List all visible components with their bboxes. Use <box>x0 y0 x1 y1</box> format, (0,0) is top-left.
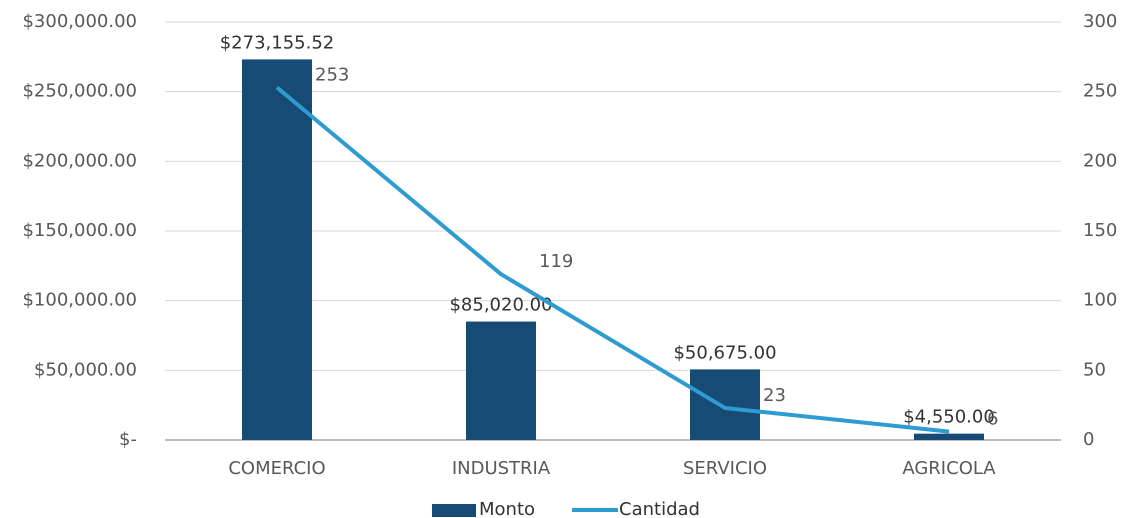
y-tick-label: $150,000.00 <box>22 220 137 241</box>
data-label: 253 <box>315 64 349 85</box>
legend-label: Cantidad <box>619 499 700 518</box>
x-tick-label: COMERCIO <box>228 458 325 479</box>
x-tick-label: SERVICIO <box>683 458 767 479</box>
y2-tick-label: 200 <box>1083 150 1117 171</box>
data-label: $85,020.00 <box>449 295 552 316</box>
y2-tick-label: 50 <box>1083 359 1106 380</box>
y2-tick-label: 250 <box>1083 81 1117 102</box>
data-label: $273,155.52 <box>220 32 335 53</box>
line <box>275 85 950 434</box>
y2-tick-label: 0 <box>1083 429 1094 450</box>
data-label: 6 <box>987 409 998 430</box>
y-tick-label: $100,000.00 <box>22 290 137 311</box>
x-tick-label: INDUSTRIA <box>452 458 551 479</box>
x-tick-label: AGRICOLA <box>902 458 996 479</box>
bar <box>690 369 760 440</box>
y-tick-label: $200,000.00 <box>22 150 137 171</box>
y-tick-label: $300,000.00 <box>22 11 137 32</box>
bar <box>466 321 536 440</box>
y-tick-label: $50,000.00 <box>34 359 137 380</box>
y2-tick-label: 150 <box>1083 220 1117 241</box>
data-label: $50,675.00 <box>673 342 776 363</box>
y-tick-label: $250,000.00 <box>22 81 137 102</box>
y2-tick-label: 300 <box>1083 11 1117 32</box>
bar <box>242 59 312 440</box>
bar <box>914 433 984 440</box>
legend-swatch <box>432 504 476 517</box>
legend-label: Monto <box>479 499 535 518</box>
y-tick-label: $- <box>119 429 137 450</box>
data-label: 119 <box>539 251 573 272</box>
data-label: $4,550.00 <box>903 407 995 428</box>
y2-tick-label: 100 <box>1083 290 1117 311</box>
data-label: 23 <box>763 385 786 406</box>
